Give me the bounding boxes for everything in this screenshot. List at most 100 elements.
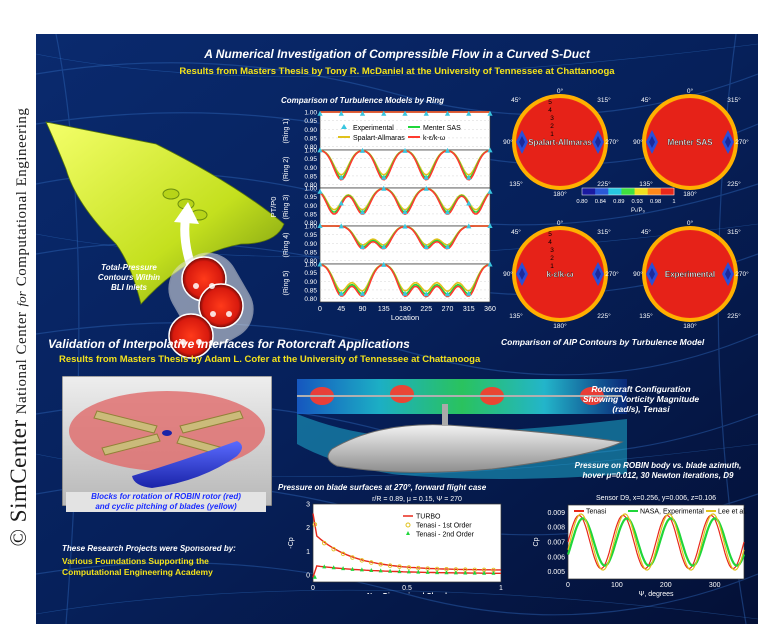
experimental-point <box>423 291 429 297</box>
cp-tenasi1-point <box>369 560 374 565</box>
ring-y-tick: 0.85 <box>304 173 317 180</box>
legend-label: Menter SAS <box>423 125 461 132</box>
robin-y-tick: 0.005 <box>547 569 565 576</box>
robin-legend-label: Tenasi <box>586 509 607 516</box>
aip-angle-label: 0° <box>687 219 694 227</box>
experimental-point <box>444 147 451 153</box>
colorbar-tick: 0.89 <box>613 199 624 205</box>
aip-angle-label: 270° <box>605 138 619 146</box>
ring-y-tick: 1.00 <box>304 110 317 117</box>
experimental-point <box>317 188 323 194</box>
aip-model-label: Menter SAS <box>668 138 714 147</box>
ring-x-tick: 180 <box>399 306 411 313</box>
experimental-point <box>487 147 493 153</box>
legend-label: Experimental <box>353 125 394 132</box>
cp-tenasi2-point <box>388 568 393 573</box>
ring-panel-1 <box>319 111 491 151</box>
aip-ring-number: 2 <box>550 123 554 130</box>
cp-tenasi2-point <box>397 569 402 574</box>
aip-angle-label: 135° <box>639 312 653 320</box>
ring-label-1: (Ring 1) <box>283 119 290 144</box>
cp-y-label: -Cp <box>288 537 295 548</box>
cp-tenasi2-point <box>378 568 383 573</box>
aip-angle-label: 225° <box>727 180 741 188</box>
aip-disk-core <box>647 231 733 317</box>
aip-angle-label: 0° <box>557 87 564 95</box>
experimental-point <box>381 261 387 267</box>
ring-label-3: (Ring 3) <box>283 195 290 220</box>
robin-y-tick: 0.009 <box>547 510 565 517</box>
aip-angle-label: 90° <box>633 138 643 146</box>
aip-low-pressure-core <box>725 136 731 148</box>
experimental-point <box>402 147 408 153</box>
experimental-point <box>444 244 451 250</box>
ring-y-tick: 1.00 <box>304 262 317 269</box>
colorbar-tick: 1 <box>672 199 675 205</box>
ring-x-tick: 135 <box>378 306 390 313</box>
section1-subtitle: Results from Masters Thesis by Tony R. M… <box>179 66 615 77</box>
ring-y-tick: 0.85 <box>304 287 317 294</box>
experimental-point <box>381 174 387 180</box>
experimental-point <box>444 209 451 215</box>
experimental-point <box>423 185 429 191</box>
credit-for: for <box>14 291 29 307</box>
colorbar-segment <box>660 188 675 195</box>
ring-y-label: PT/P0 <box>269 197 278 218</box>
robin-x-label: Ψ, degrees <box>638 591 674 598</box>
sponsor-lines: Various Foundations Supporting the Compu… <box>62 556 213 578</box>
cp-x-tick: 0.5 <box>402 585 412 592</box>
cp-tenasi2-point <box>369 567 374 572</box>
colorbar-tick: 0.93 <box>632 199 643 205</box>
aip-angle-label: 315° <box>727 228 741 236</box>
ring-y-tick: 0.90 <box>304 203 317 210</box>
robin-series-line <box>566 517 746 567</box>
rotorcraft-caption: Rotorcraft Configuration Showing Vortici… <box>556 384 726 414</box>
cp-y-tick: 1 <box>306 549 310 556</box>
experimental-point <box>444 291 451 297</box>
aip-angle-label: 45° <box>511 228 521 236</box>
experimental-point <box>402 209 408 215</box>
inlet-caption-line2: Contours Within <box>97 273 161 282</box>
aip-angle-label: 270° <box>605 270 619 278</box>
aip-ring-number: 2 <box>550 255 554 262</box>
credit-computational: Computational Engineering <box>14 107 30 287</box>
cp-tenasi1-point <box>378 562 383 567</box>
rotorcraft-caption-line2: Showing Vorticity Magnitude <box>582 394 700 404</box>
cp-y-tick: 0 <box>306 572 310 579</box>
ring-y-tick: 0.85 <box>304 249 317 256</box>
experimental-point <box>466 110 472 116</box>
cp-tenasi2-point <box>406 569 411 574</box>
colorbar-tick: 0.80 <box>576 199 587 205</box>
experimental-point <box>359 147 366 153</box>
ring-y-tick: 0.95 <box>304 270 317 277</box>
cp-tenasi1-point <box>350 555 355 560</box>
colorbar-tick: 0.98 <box>650 199 661 205</box>
sponsor-heading: These Research Projects were Sponsored b… <box>62 544 236 553</box>
ring-y-tick: 0.80 <box>304 220 317 227</box>
rotorcraft-caption-line3: (rad/s), Tenasi <box>612 404 670 414</box>
aip-model-label: Experimental <box>665 270 715 279</box>
ring-x-label: Location <box>391 313 419 322</box>
ring-y-tick: 0.95 <box>304 118 317 125</box>
aip-low-pressure-core <box>595 136 601 148</box>
cp-tenasi1-point <box>312 522 318 527</box>
robin-x-tick: 100 <box>611 582 623 589</box>
aip-ring-number: 3 <box>550 115 554 122</box>
ring-panel-3 <box>319 187 491 227</box>
ring-y-tick: 0.80 <box>304 182 317 189</box>
cp-params: r/R = 0.89, μ = 0.15, Ψ = 270 <box>372 496 462 503</box>
cp-tenasi1-point <box>331 546 336 552</box>
cp-tenasi2-point <box>425 569 430 574</box>
aip-angle-label: 135° <box>509 180 523 188</box>
aip-ring-number: 5 <box>548 99 552 106</box>
colorbar-segment <box>634 188 649 195</box>
cp-x-tick: 1 <box>499 585 503 592</box>
ring-plot-title: Comparison of Turbulence Models by Ring <box>281 96 444 105</box>
ring-y-tick: 1.00 <box>304 224 317 231</box>
cp-tenasi1-point <box>406 565 412 570</box>
ring-plot: 1.000.950.900.850.80(Ring 1)1.000.950.90… <box>269 110 496 323</box>
experimental-point <box>402 110 408 116</box>
robin-y-label: Cp <box>533 537 540 546</box>
cp-tenasi2-point <box>359 567 364 572</box>
aip-angle-label: 45° <box>511 96 521 104</box>
